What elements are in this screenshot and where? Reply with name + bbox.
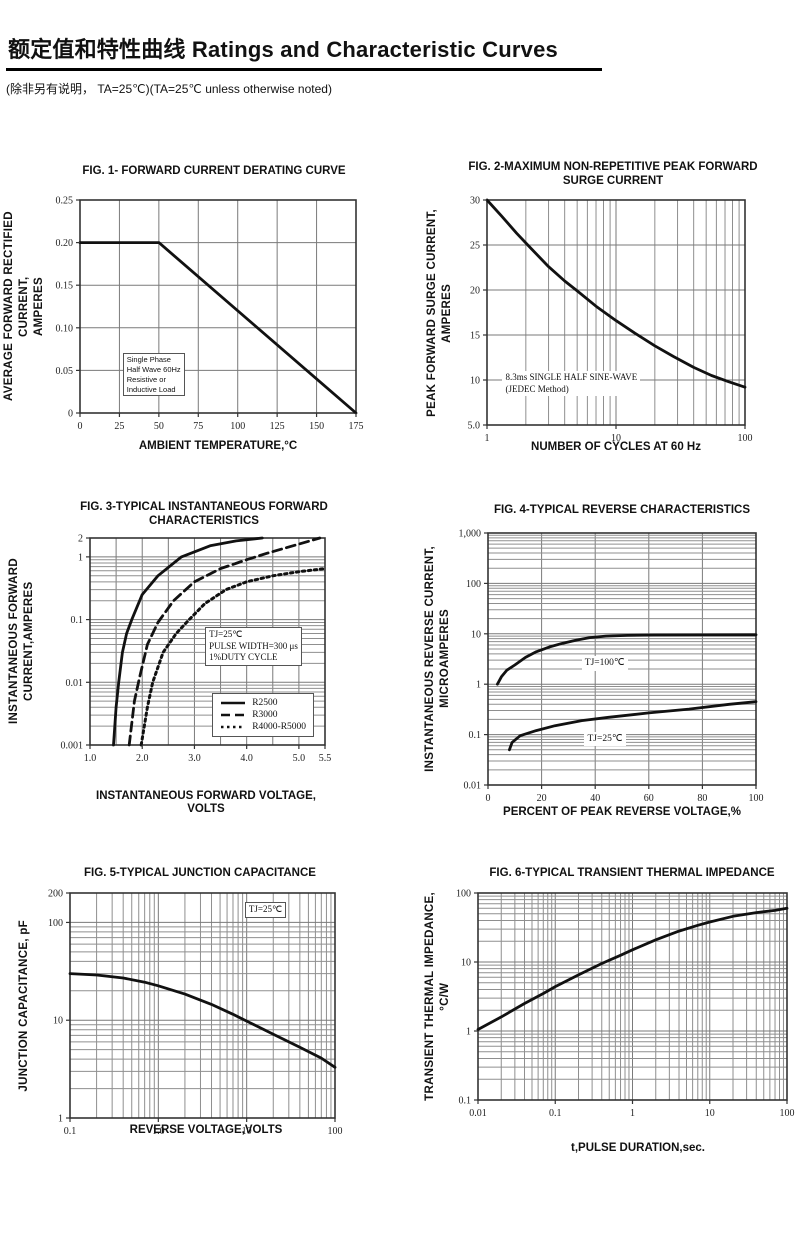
svg-text:100: 100	[456, 889, 471, 900]
annotation: TJ=25℃ PULSE WIDTH=300 μs 1%DUTY CYCLE	[205, 627, 302, 667]
fig3-title: FIG. 3-TYPICAL INSTANTANEOUS FORWARD CHA…	[80, 501, 328, 527]
svg-text:5.0: 5.0	[468, 421, 481, 432]
svg-text:0: 0	[68, 409, 73, 420]
legend-entry: R2500	[221, 698, 278, 709]
svg-text:0.1: 0.1	[549, 1108, 562, 1119]
svg-text:0.1: 0.1	[459, 1096, 472, 1107]
svg-text:1,000: 1,000	[459, 529, 482, 540]
svg-text:100: 100	[328, 1126, 343, 1137]
svg-text:10: 10	[242, 1126, 252, 1137]
legend: R2500 R3000 R4000-R5000	[212, 693, 315, 738]
svg-text:10: 10	[471, 629, 481, 640]
svg-text:0: 0	[486, 793, 491, 804]
svg-text:1: 1	[78, 552, 83, 563]
legend-entry: R4000-R5000	[221, 722, 307, 733]
svg-text:100: 100	[738, 433, 753, 444]
fig6-x-axis-label: t,PULSE DURATION,sec.	[571, 1142, 705, 1154]
svg-text:1: 1	[466, 1027, 471, 1038]
fig1-title: FIG. 1- FORWARD CURRENT DERATING CURVE	[82, 165, 346, 177]
fig1-plot: 0 25 50 75 100 125 150 175 0.25 0.20 0.15 0.10 0.05 0	[56, 196, 364, 433]
svg-text:150: 150	[309, 421, 324, 432]
svg-text:0.01: 0.01	[469, 1108, 487, 1119]
svg-text:1: 1	[485, 433, 490, 444]
svg-text:5.0: 5.0	[293, 753, 306, 764]
fig5-plot: 0.1 1.0 10 100 200 100 10 1	[48, 889, 343, 1138]
annotation: TJ=25℃	[584, 732, 626, 747]
svg-text:0.15: 0.15	[56, 281, 74, 292]
svg-text:1: 1	[58, 1114, 63, 1125]
fig3-x-axis-label: INSTANTANEOUS FORWARD VOLTAGE, VOLTS	[96, 790, 316, 815]
svg-text:200: 200	[48, 889, 63, 900]
svg-text:0.1: 0.1	[64, 1126, 77, 1137]
svg-text:0.1: 0.1	[469, 730, 482, 741]
svg-text:100: 100	[780, 1108, 795, 1119]
svg-text:0.10: 0.10	[56, 323, 74, 334]
annotation: TJ=25℃	[244, 902, 287, 918]
svg-text:50: 50	[154, 421, 164, 432]
fig5-x-axis-label: REVERSE VOLTAGE,VOLTS	[129, 1124, 283, 1136]
svg-text:100: 100	[466, 579, 481, 590]
svg-text:0.01: 0.01	[464, 781, 482, 792]
svg-text:125: 125	[270, 421, 285, 432]
svg-text:0.01: 0.01	[66, 678, 84, 689]
svg-text:40: 40	[590, 793, 600, 804]
svg-text:30: 30	[470, 196, 480, 207]
svg-text:1.0: 1.0	[84, 753, 97, 764]
svg-text:0.20: 0.20	[56, 238, 74, 249]
fig4-x-axis-label: PERCENT OF PEAK REVERSE VOLTAGE,%	[503, 806, 741, 818]
svg-text:1.0: 1.0	[152, 1126, 165, 1137]
svg-text:60: 60	[644, 793, 654, 804]
fig3-y-axis-label: INSTANTANEOUS FORWARD CURRENT,AMPERES	[8, 558, 35, 725]
svg-text:100: 100	[749, 793, 764, 804]
svg-text:0.1: 0.1	[71, 615, 84, 626]
svg-text:10: 10	[705, 1108, 715, 1119]
svg-text:10: 10	[611, 433, 621, 444]
svg-text:0.05: 0.05	[56, 366, 74, 377]
svg-text:175: 175	[349, 421, 364, 432]
svg-text:1: 1	[476, 680, 481, 691]
svg-text:5.5: 5.5	[319, 753, 332, 764]
svg-text:15: 15	[470, 331, 480, 342]
fig2-x-axis-label: NUMBER OF CYCLES AT 60 Hz	[531, 441, 701, 453]
svg-text:0.25: 0.25	[56, 196, 74, 207]
legend-entry: R3000	[221, 710, 278, 721]
svg-text:2.0: 2.0	[136, 753, 149, 764]
fig2-title: FIG. 2-MAXIMUM NON-REPETITIVE PEAK FORWA…	[468, 161, 758, 187]
page-title: 额定值和特性曲线 Ratings and Characteristic Curv…	[8, 37, 558, 62]
svg-text:1: 1	[630, 1108, 635, 1119]
annotation: 8.3ms SINGLE HALF SINE-WAVE (JEDEC Metho…	[502, 371, 641, 397]
svg-text:0.001: 0.001	[61, 741, 84, 752]
svg-text:20: 20	[537, 793, 547, 804]
svg-text:80: 80	[697, 793, 707, 804]
svg-text:3.0: 3.0	[188, 753, 201, 764]
svg-text:10: 10	[470, 376, 480, 387]
svg-text:10: 10	[461, 958, 471, 969]
annotation: TJ=100℃	[581, 656, 628, 671]
svg-text:100: 100	[230, 421, 245, 432]
fig6-title: FIG. 6-TYPICAL TRANSIENT THERMAL IMPEDAN…	[489, 867, 775, 879]
fig5-title: FIG. 5-TYPICAL JUNCTION CAPACITANCE	[84, 867, 316, 879]
fig1-x-axis-label: AMBIENT TEMPERATURE,°C	[138, 440, 298, 452]
conditions-note: (除非另有说明， TA=25℃)(TA=25℃ unless otherwise…	[6, 82, 332, 96]
title-underline	[6, 68, 602, 71]
svg-text:100: 100	[48, 918, 63, 929]
fig2-plot: 1 10 100 30 25 20 15 10 5.0	[468, 196, 753, 445]
svg-text:25: 25	[114, 421, 124, 432]
svg-text:75: 75	[193, 421, 203, 432]
svg-text:0: 0	[78, 421, 83, 432]
svg-text:4.0: 4.0	[240, 753, 253, 764]
svg-text:2: 2	[78, 534, 83, 545]
fig4-title: FIG. 4-TYPICAL REVERSE CHARACTERISTICS	[493, 504, 750, 516]
svg-text:20: 20	[470, 286, 480, 297]
svg-text:10: 10	[53, 1016, 63, 1027]
annotation: Single Phase Half Wave 60Hz Resistive or…	[122, 353, 185, 397]
svg-text:25: 25	[470, 241, 480, 252]
